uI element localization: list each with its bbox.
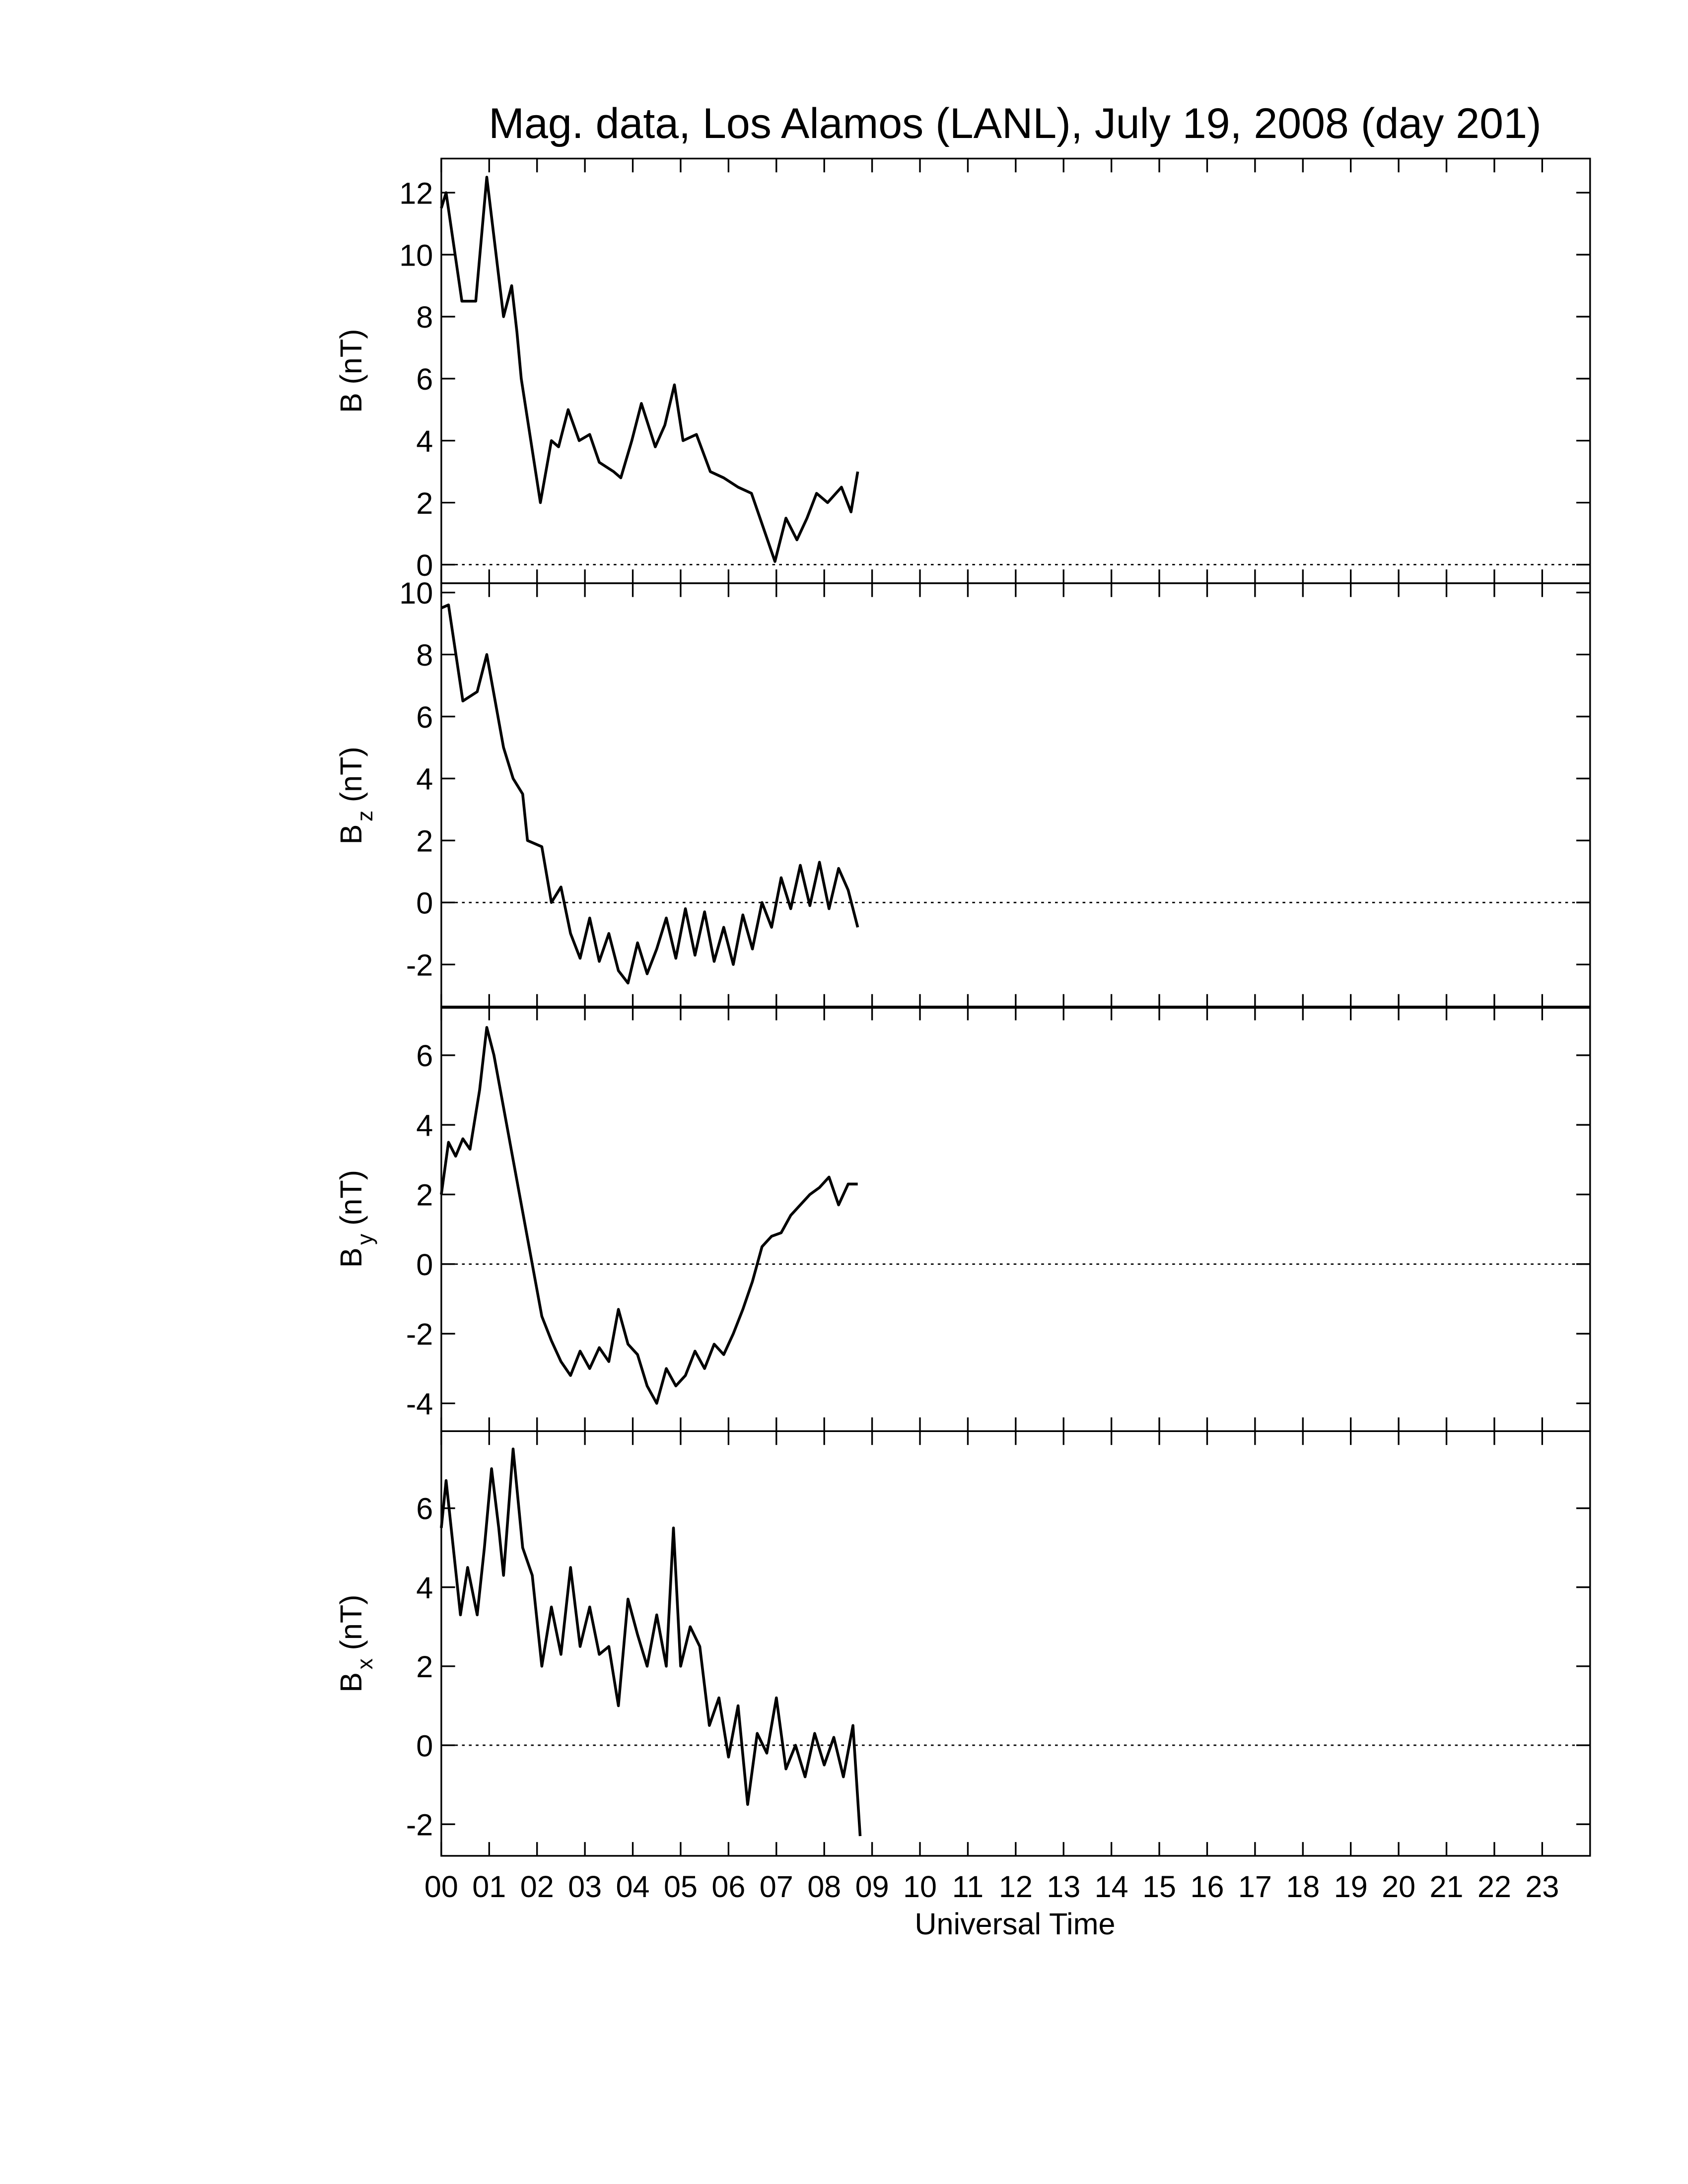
x-tick-label: 14 [1095,1870,1128,1904]
x-tick-label: 21 [1430,1870,1464,1904]
y-label-main: B [334,1672,368,1693]
y-label-unit: (nT) [334,1595,368,1650]
x-tick-label: 20 [1382,1870,1415,1904]
y-tick-label: 4 [416,762,433,796]
x-tick-label: 01 [472,1870,506,1904]
y-label-unit: (nT) [334,329,368,384]
y-tick-label: -2 [406,1317,433,1351]
y-tick-label: 0 [416,548,433,582]
x-tick-label: 04 [616,1870,650,1904]
chart-title: Mag. data, Los Alamos (LANL), July 19, 2… [489,100,1541,147]
y-tick-label: -4 [406,1387,433,1421]
x-tick-label: 06 [711,1870,745,1904]
y-tick-label: 2 [416,486,433,520]
x-tick-label: 05 [664,1870,698,1904]
x-tick-label: 23 [1525,1870,1559,1904]
data-line [440,176,859,563]
y-tick-label: -2 [406,1808,433,1842]
x-tick-label: 02 [520,1870,554,1904]
y-tick-label: 8 [416,300,433,334]
y-tick-label: 2 [416,824,433,858]
x-tick-label: 15 [1142,1870,1176,1904]
y-tick-label: 0 [416,886,433,920]
x-tick-label: 22 [1477,1870,1511,1904]
y-axis-label: Bz (nT) [334,747,377,844]
y-tick-label: 2 [416,1650,433,1684]
x-tick-label: 03 [568,1870,602,1904]
y-tick-label: 4 [416,1571,433,1605]
y-label-main: B [334,1247,368,1268]
x-tick-label: 13 [1047,1870,1080,1904]
y-tick-label: 6 [416,362,433,396]
y-tick-label: -2 [406,948,433,982]
data-line [440,1447,862,1837]
x-tick-label: 07 [760,1870,793,1904]
y-label-unit: (nT) [334,747,368,802]
y-tick-label: 8 [416,638,433,672]
y-label-sub: z [353,811,377,821]
y-axis-label: By (nT) [334,1170,377,1268]
y-label-main: B [334,393,368,413]
data-line [440,603,859,985]
x-tick-label: 10 [903,1870,937,1904]
x-tick-label: 08 [807,1870,841,1904]
y-label-main: B [334,824,368,845]
y-tick-label: 0 [416,1248,433,1282]
x-axis-label: Universal Time [914,1907,1115,1941]
y-tick-label: 10 [399,576,433,610]
y-tick-label: 2 [416,1178,433,1212]
y-axis-label: B (nT) [334,329,368,412]
y-tick-label: 6 [416,700,433,734]
data-line [440,1026,858,1405]
x-tick-label: 16 [1190,1870,1224,1904]
y-axis-label: Bx (nT) [334,1595,377,1693]
x-tick-label: 18 [1286,1870,1320,1904]
y-tick-label: 6 [416,1039,433,1073]
y-tick-label: 4 [416,1108,433,1142]
y-label-sub: y [353,1233,377,1245]
x-tick-label: 17 [1238,1870,1272,1904]
x-tick-label: 00 [424,1870,458,1904]
x-tick-label: 11 [952,1870,984,1904]
x-tick-label: 19 [1334,1870,1368,1904]
y-tick-label: 4 [416,424,433,458]
y-tick-label: 0 [416,1729,433,1763]
x-tick-label: 09 [855,1870,889,1904]
y-label-unit: (nT) [334,1170,368,1226]
y-tick-label: 6 [416,1492,433,1526]
x-tick-label: 12 [999,1870,1033,1904]
y-tick-label: 12 [399,176,433,210]
y-tick-label: 10 [399,238,433,272]
y-label-sub: x [353,1658,377,1669]
